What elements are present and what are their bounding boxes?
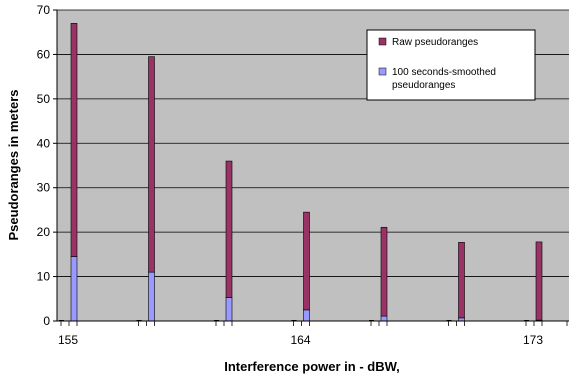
bar-raw bbox=[303, 211, 310, 311]
y-tick-label: 60 bbox=[37, 47, 51, 61]
bar-raw bbox=[380, 226, 388, 317]
legend-label-smoothed: 100 seconds-smoothed pseudoranges bbox=[392, 67, 496, 91]
legend-swatch-raw bbox=[378, 37, 387, 46]
bar-smoothed bbox=[380, 315, 388, 322]
legend: Raw pseudoranges 100 seconds-smoothed pse… bbox=[366, 29, 536, 101]
bar-raw bbox=[70, 23, 78, 257]
legend-swatch-smoothed bbox=[378, 67, 387, 76]
bars bbox=[59, 23, 543, 322]
y-tick-label: 10 bbox=[37, 270, 51, 284]
y-tick-label: 30 bbox=[37, 181, 51, 195]
bar-raw bbox=[535, 241, 543, 321]
x-axis-title: Interference power in - dBW, bbox=[224, 359, 400, 374]
x-tick-label: 173 bbox=[523, 333, 543, 347]
bar-smoothed bbox=[225, 297, 233, 322]
bar-smoothed bbox=[148, 271, 155, 322]
y-tick-label: 70 bbox=[37, 3, 51, 17]
x-tick-label: 155 bbox=[58, 333, 78, 347]
y-axis-ticks: 0 10 20 30 40 50 60 70 bbox=[37, 3, 57, 328]
legend-label-raw: Raw pseudoranges bbox=[392, 37, 478, 48]
y-tick-label: 0 bbox=[43, 314, 50, 328]
legend-box bbox=[366, 29, 536, 101]
bar-smoothed bbox=[70, 256, 78, 322]
x-axis bbox=[56, 10, 569, 326]
x-tick-label: 164 bbox=[290, 333, 310, 347]
bar-smoothed bbox=[303, 309, 310, 322]
y-tick-label: 50 bbox=[37, 92, 51, 106]
x-axis-tick-labels: 155 164 173 bbox=[58, 333, 543, 347]
bar-raw bbox=[148, 56, 155, 273]
bar-raw bbox=[225, 160, 233, 298]
y-axis-title: Pseudoranges in meters bbox=[6, 90, 21, 241]
y-tick-label: 40 bbox=[37, 136, 51, 150]
y-tick-label: 20 bbox=[37, 225, 51, 239]
bar-raw bbox=[458, 242, 465, 319]
